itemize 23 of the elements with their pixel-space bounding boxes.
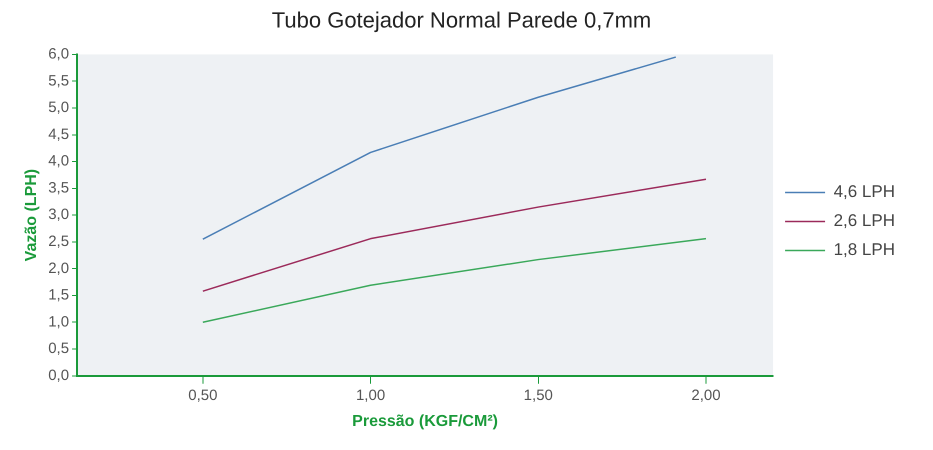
y-tick-label: 4,5 — [48, 126, 70, 143]
x-axis-title: Pressão (KGF/CM²) — [352, 412, 498, 430]
chart-title: Tubo Gotejador Normal Parede 0,7mm — [272, 7, 652, 32]
y-tick-label: 0,0 — [48, 366, 70, 384]
legend-label: 2,6 LPH — [834, 211, 896, 230]
y-tick-label: 3,0 — [48, 206, 70, 224]
x-tick-label: 1,50 — [524, 386, 553, 404]
y-tick-label: 5,0 — [48, 99, 70, 116]
y-tick-label: 5,5 — [48, 72, 70, 90]
y-tick-label: 3,5 — [48, 179, 70, 196]
x-tick-label: 1,00 — [356, 386, 386, 404]
x-tick-label: 0,50 — [188, 386, 218, 404]
y-axis-title: Vazão (LPH) — [23, 168, 40, 262]
y-tick-label: 2,5 — [48, 233, 70, 250]
legend-label: 4,6 LPH — [834, 182, 896, 202]
y-tick-label: 1,5 — [48, 286, 70, 304]
legend-label: 1,8 LPH — [834, 240, 896, 260]
y-tick-label: 4,0 — [48, 152, 70, 170]
x-tick-label: 2,00 — [691, 386, 721, 404]
y-tick-label: 6,0 — [48, 46, 70, 63]
y-tick-label: 1,0 — [48, 313, 70, 330]
y-tick-label: 2,0 — [48, 260, 70, 277]
y-tick-label: 0,5 — [48, 340, 70, 358]
